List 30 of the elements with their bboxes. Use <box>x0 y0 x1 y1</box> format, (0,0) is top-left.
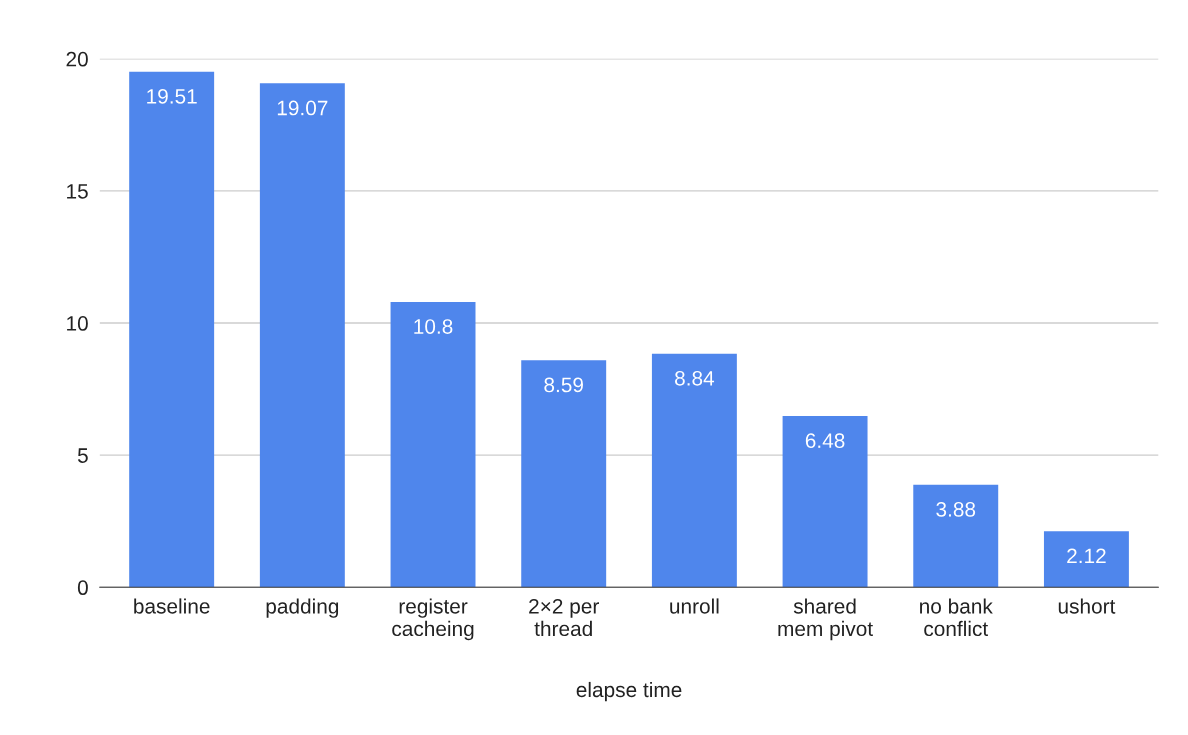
data-label: 19.51 <box>147 88 197 104</box>
bar <box>521 360 607 588</box>
bar <box>259 83 345 588</box>
x-tick-label: shared mem pivot <box>778 598 873 641</box>
data-label: 8.59 <box>544 377 583 393</box>
data-label: 8.84 <box>675 370 715 386</box>
x-axis-title: elapse time <box>576 681 682 702</box>
bar <box>651 353 737 588</box>
x-tick-label: register cacheing <box>392 598 474 641</box>
y-tick-label: 15 <box>67 184 88 199</box>
y-tick-label: 10 <box>67 316 88 331</box>
data-label: 3.88 <box>936 501 976 517</box>
data-label: 10.8 <box>414 319 453 334</box>
x-tick-label: no bank conflict <box>920 598 993 637</box>
bar <box>913 484 999 588</box>
y-tick-label: 20 <box>66 51 88 67</box>
x-tick-label: baseline <box>134 598 210 614</box>
bar <box>1043 531 1129 588</box>
bar <box>129 71 215 588</box>
x-tick-label: ushort <box>1058 598 1116 614</box>
data-label: 2.12 <box>1067 548 1106 564</box>
bar <box>782 416 868 588</box>
data-label: 6.48 <box>805 433 845 449</box>
x-tick-label: unroll <box>670 598 719 614</box>
x-tick-label: padding <box>266 598 339 618</box>
y-tick-label: 5 <box>77 448 88 463</box>
bar <box>390 301 476 588</box>
data-label: 19.07 <box>277 100 328 116</box>
x-tick-label: 2×2 per thread <box>529 598 599 637</box>
y-tick-label: 0 <box>77 580 88 596</box>
